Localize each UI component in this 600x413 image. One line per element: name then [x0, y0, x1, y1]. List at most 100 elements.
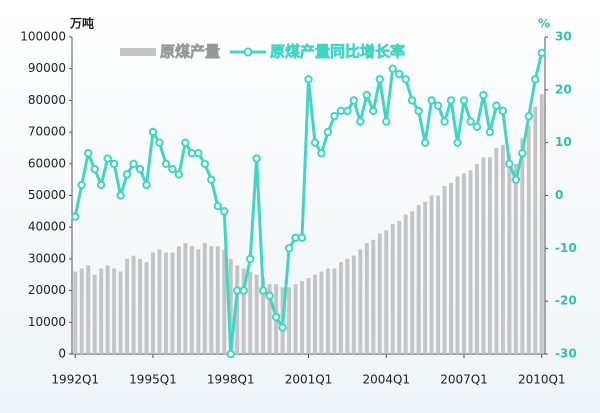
bar — [261, 277, 266, 354]
line-marker — [265, 291, 274, 301]
y2-tick-label: 0 — [555, 188, 563, 202]
line-marker — [323, 127, 333, 137]
line-marker — [336, 106, 346, 116]
line-marker — [518, 149, 527, 158]
bar — [539, 94, 544, 354]
line-marker — [317, 149, 326, 158]
line-marker — [291, 233, 300, 242]
bar — [533, 106, 538, 355]
legend-label: 原煤产量同比增长率 — [270, 43, 405, 61]
line-marker — [207, 175, 216, 184]
line-marker — [200, 159, 210, 169]
line-marker — [258, 286, 268, 295]
line-marker — [77, 180, 86, 190]
y-tick-label: 60000 — [28, 156, 66, 170]
bar — [475, 163, 479, 354]
line-marker — [284, 244, 294, 253]
line-marker — [129, 159, 138, 169]
bar — [176, 246, 181, 354]
bar — [86, 265, 91, 354]
line-marker — [142, 180, 151, 190]
line-marker — [395, 69, 404, 79]
line-marker — [271, 312, 281, 322]
bar — [436, 195, 441, 354]
bar — [332, 268, 337, 354]
bar — [494, 147, 499, 354]
bar — [377, 233, 382, 354]
line-marker — [187, 149, 197, 158]
bar — [442, 185, 447, 354]
y-tick-label: 30000 — [28, 251, 66, 265]
line-marker — [103, 154, 112, 163]
line-marker — [174, 170, 184, 179]
line-marker — [278, 323, 287, 332]
y2-tick-label: -30 — [555, 347, 577, 361]
line-marker — [407, 96, 417, 105]
bar — [138, 258, 142, 354]
bar — [248, 271, 253, 354]
line-marker — [297, 233, 307, 242]
bar — [267, 284, 272, 354]
bar — [164, 252, 168, 354]
y2-tick-label: -10 — [555, 241, 577, 255]
bar — [241, 268, 246, 354]
line-marker — [96, 180, 106, 190]
line-marker — [71, 212, 80, 221]
line-marker — [90, 164, 99, 174]
line-marker — [343, 106, 352, 116]
line-marker — [427, 96, 436, 105]
y-tick-label: 40000 — [28, 220, 66, 234]
line-marker — [388, 64, 397, 73]
line-marker — [479, 90, 488, 100]
line-marker — [194, 149, 203, 158]
line-marker — [433, 101, 443, 110]
line-marker — [369, 106, 378, 116]
bar — [520, 138, 525, 354]
x-tick-label: 2007Q1 — [440, 373, 488, 387]
bar — [183, 243, 188, 354]
line-marker — [356, 117, 365, 126]
bar — [403, 214, 408, 354]
bar — [364, 243, 369, 354]
y-tick-label: 0 — [58, 347, 66, 361]
y-tick-label: 20000 — [28, 283, 66, 297]
line-marker — [116, 191, 125, 200]
y-tick-label: 70000 — [28, 125, 66, 139]
bar — [526, 125, 531, 354]
line-marker — [466, 117, 475, 126]
legend-swatch — [120, 48, 156, 56]
bar — [449, 182, 453, 354]
y-tick-label: 50000 — [28, 188, 66, 202]
legend-swatch-marker — [243, 47, 253, 57]
bar — [500, 144, 505, 354]
line-marker — [213, 201, 222, 211]
y-tick-label: 10000 — [28, 315, 66, 329]
line-marker — [524, 112, 534, 121]
bar — [222, 249, 227, 354]
bar — [293, 284, 298, 354]
line-marker — [492, 101, 501, 110]
bar — [189, 246, 194, 354]
bar — [170, 252, 175, 354]
line-marker — [382, 117, 391, 126]
line-marker — [109, 159, 119, 169]
line-marker — [446, 96, 456, 105]
bar — [468, 170, 473, 354]
bar — [157, 249, 162, 354]
bar — [429, 195, 434, 354]
y2-tick-label: 10 — [555, 135, 572, 149]
bar — [99, 268, 104, 354]
bar — [118, 271, 123, 354]
line-marker — [122, 170, 132, 179]
bar — [228, 258, 233, 354]
x-tick-label: 2010Q1 — [518, 373, 566, 387]
line-marker — [168, 164, 177, 174]
bar — [351, 255, 356, 354]
line-marker — [233, 286, 242, 295]
y-tick-label: 90000 — [28, 61, 66, 75]
y-tick-label: 100000 — [20, 30, 66, 44]
bar — [455, 176, 460, 354]
line-marker — [472, 122, 482, 132]
bar — [325, 268, 330, 354]
bar — [300, 281, 304, 354]
